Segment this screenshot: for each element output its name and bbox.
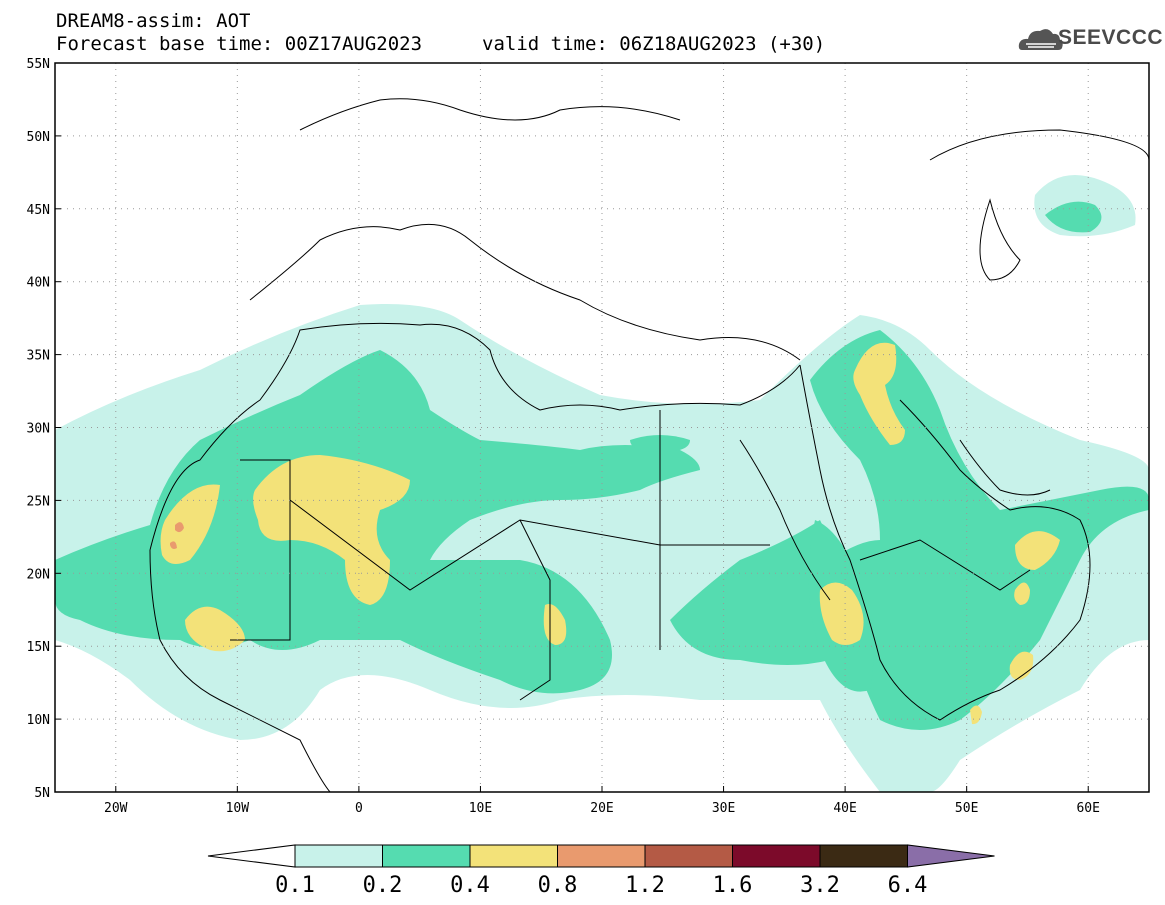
lon-tick-label: 60E	[1076, 801, 1099, 816]
colorbar-arrow-high	[907, 844, 995, 868]
colorbar-swatch	[644, 844, 733, 868]
lon-tick-label: 0	[355, 801, 363, 816]
aot-band-high-yemen	[1014, 582, 1030, 605]
lat-axis: 55N 50N 45N 40N 35N 30N 25N 20N 15N 10N 5N	[27, 57, 61, 801]
aot-band-high-chad	[543, 604, 567, 645]
lat-tick-label: 10N	[27, 713, 50, 728]
lon-tick-label: 20W	[104, 801, 128, 816]
aot-band-high-sahara	[253, 455, 410, 605]
lat-tick-label: 30N	[27, 422, 50, 437]
lon-axis: 20W 10W 0 10E 20E 30E 40E 50E 60E	[104, 786, 1100, 816]
colorbar-arrow-low	[207, 844, 296, 868]
colorbar: 0.1 0.2 0.4 0.8 1.2 1.6 3.2 6.4	[207, 844, 995, 898]
lat-tick-label: 20N	[27, 567, 50, 582]
colorbar-swatch	[732, 844, 821, 868]
aot-band-high-iraq	[853, 342, 905, 445]
aot-band-mid-north	[1045, 201, 1102, 233]
lon-tick-label: 10E	[469, 801, 492, 816]
colorbar-label: 1.6	[713, 873, 753, 898]
forecast-base-time: Forecast base time: 00Z17AUG2023	[56, 33, 423, 55]
map-title: DREAM8-assim: AOT	[56, 10, 251, 32]
lat-tick-label: 5N	[34, 786, 50, 801]
colorbar-swatch	[294, 844, 383, 868]
colorbar-label: 0.4	[450, 873, 490, 898]
lat-tick-label: 15N	[27, 640, 50, 655]
lon-tick-label: 10W	[226, 801, 250, 816]
colorbar-swatch	[557, 844, 646, 868]
coastlines	[149, 98, 1149, 792]
colorbar-swatch	[819, 844, 908, 868]
colorbar-swatch	[469, 844, 558, 868]
lat-tick-label: 50N	[27, 130, 50, 145]
aot-band-high-eritrea	[819, 582, 864, 645]
aot-band-vhigh	[170, 522, 184, 549]
lon-tick-label: 40E	[833, 801, 856, 816]
colorbar-label: 6.4	[888, 873, 928, 898]
lat-tick-label: 25N	[27, 494, 50, 509]
lon-tick-label: 50E	[955, 801, 978, 816]
aot-band-mid-sahara-c	[670, 520, 843, 665]
colorbar-label: 0.2	[363, 873, 403, 898]
colorbar-label: 3.2	[800, 873, 840, 898]
lon-tick-label: 30E	[712, 801, 735, 816]
colorbar-label: 0.1	[275, 873, 315, 898]
lat-tick-label: 40N	[27, 276, 50, 291]
cloud-icon	[1018, 29, 1063, 50]
lat-tick-label: 45N	[27, 203, 50, 218]
aot-shading	[55, 175, 1149, 792]
colorbar-label: 0.8	[538, 873, 578, 898]
lat-tick-label: 35N	[27, 349, 50, 364]
colorbar-label: 1.2	[625, 873, 665, 898]
logo-text: SEEVCCC	[1058, 26, 1164, 49]
aot-band-high-oman	[1015, 531, 1060, 570]
graticule	[55, 63, 1149, 792]
aot-band-mid	[55, 350, 700, 694]
colorbar-swatch	[382, 844, 471, 868]
aot-band-high-yemen2	[1009, 651, 1034, 680]
valid-time: valid time: 06Z18AUG2023 (+30)	[482, 33, 826, 55]
lat-tick-label: 55N	[27, 57, 50, 72]
lon-tick-label: 20E	[590, 801, 613, 816]
